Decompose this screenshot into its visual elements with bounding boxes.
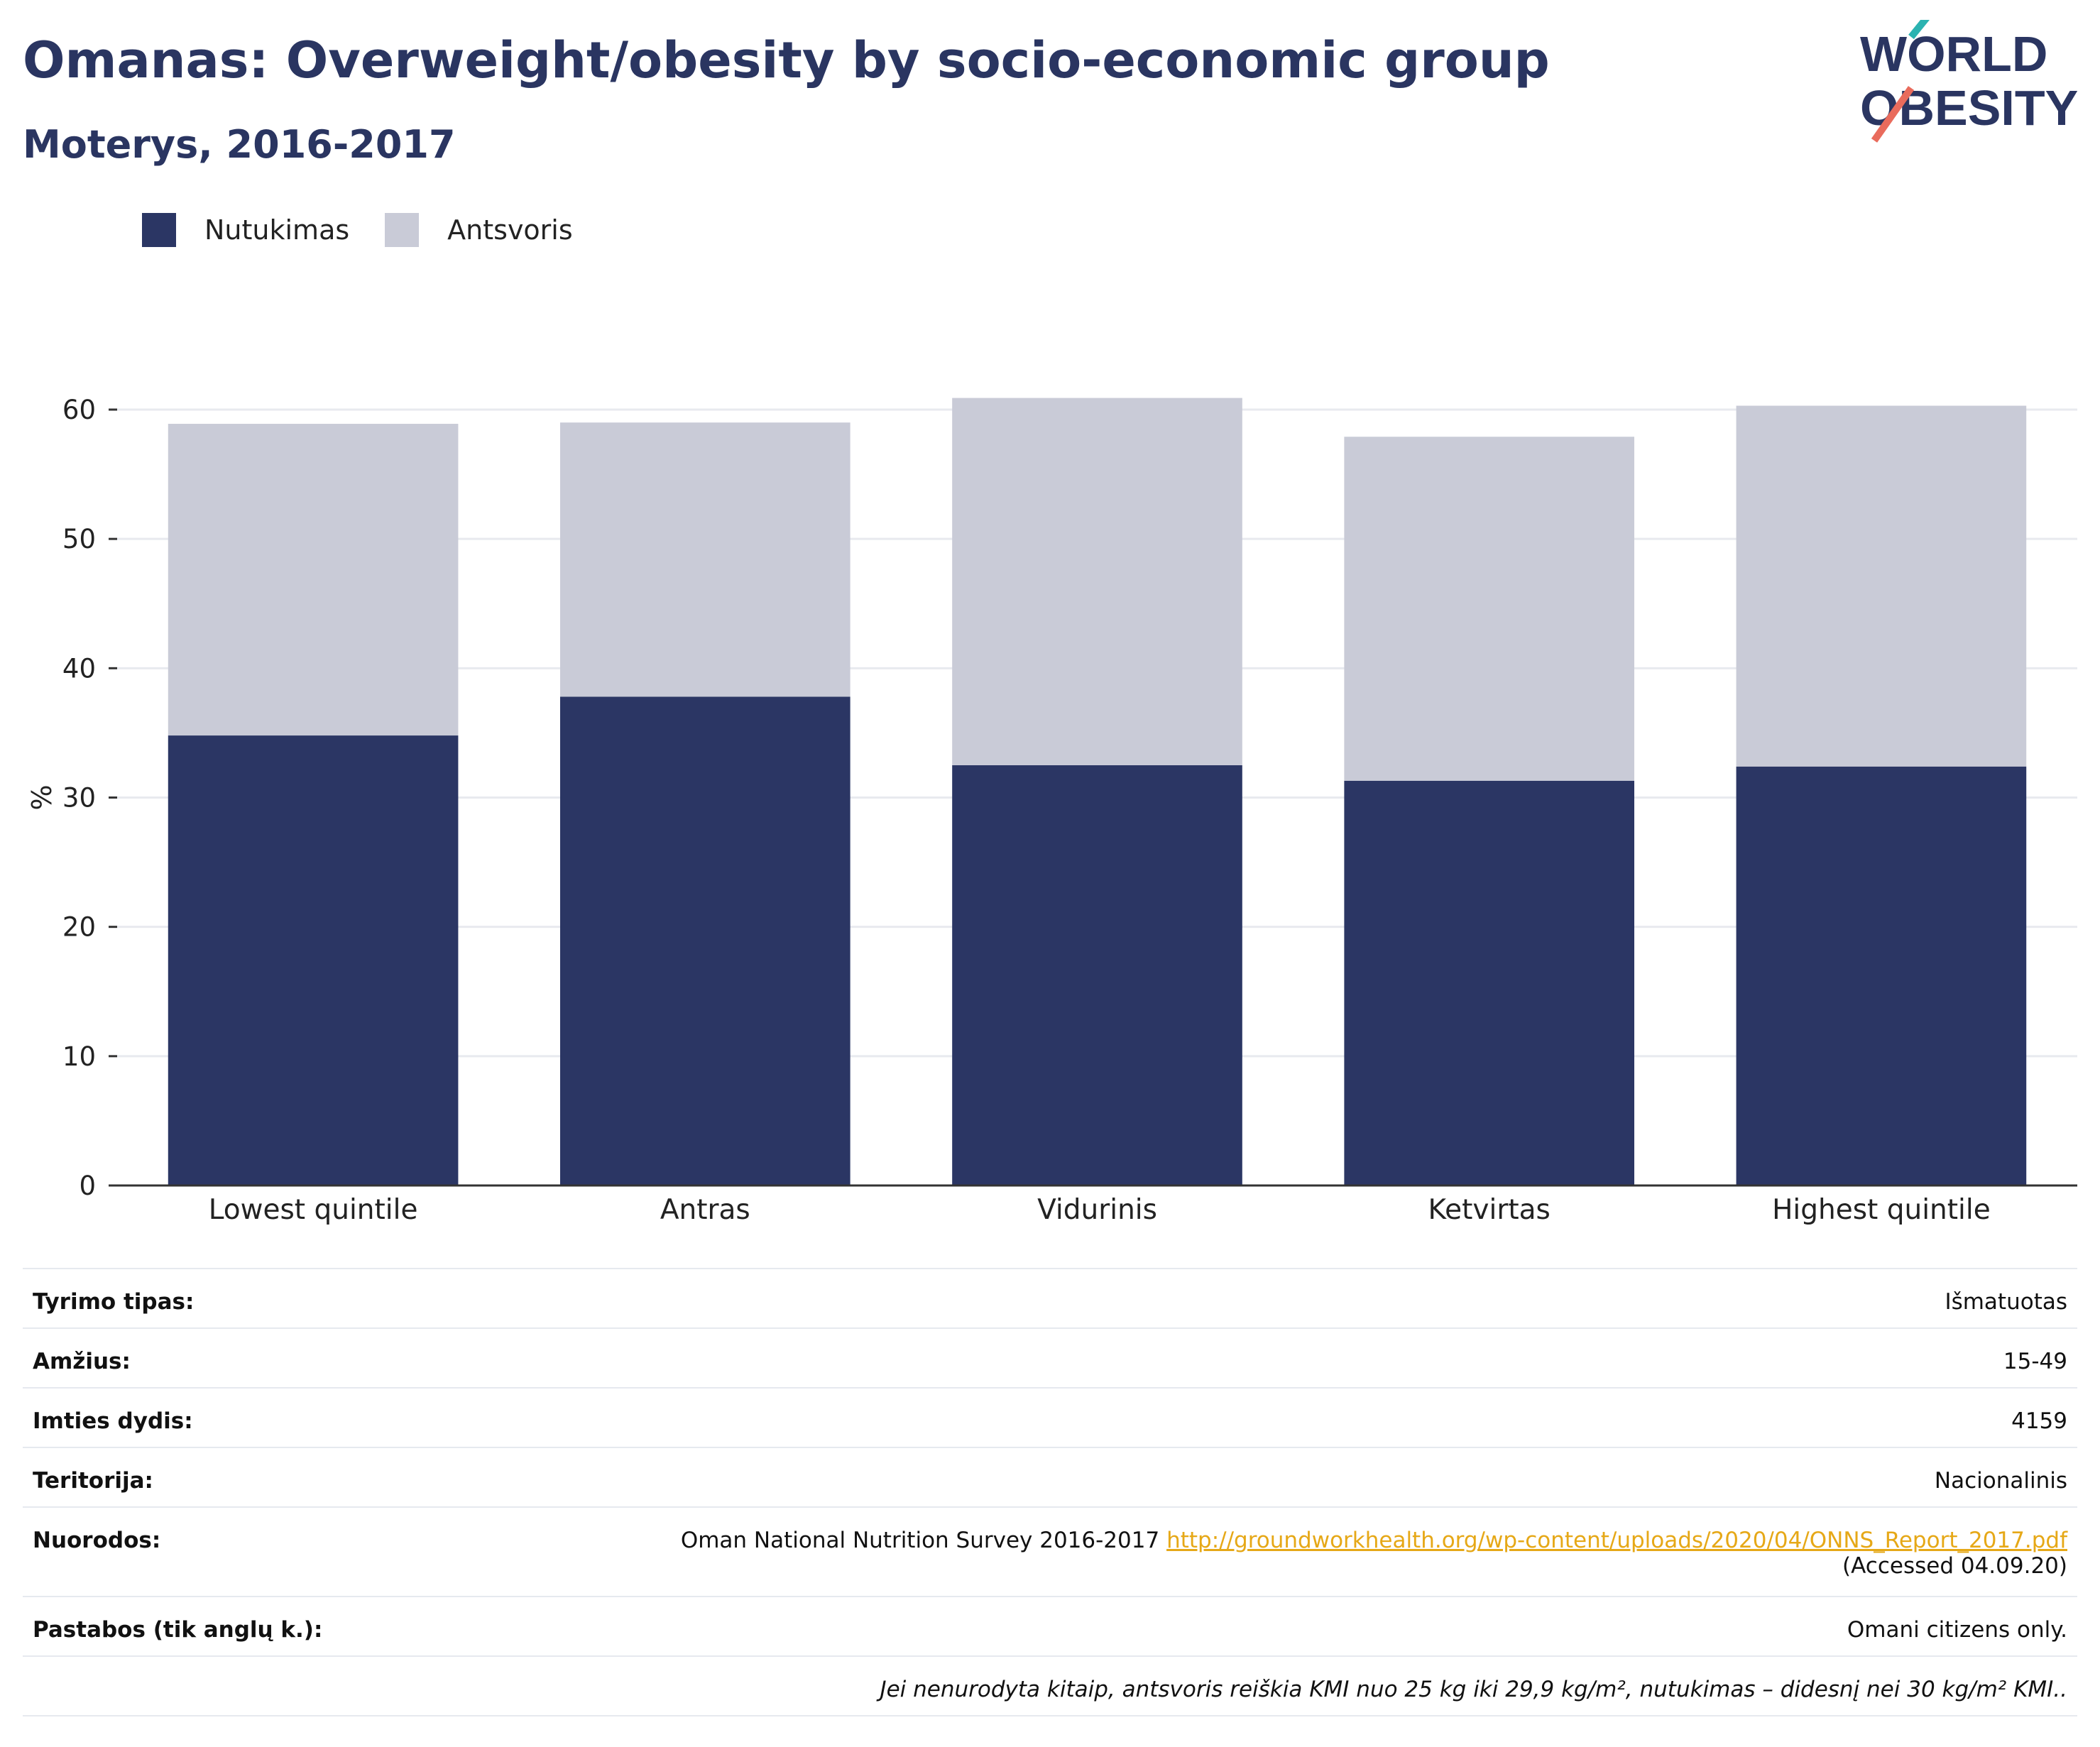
info-label: Amžius: <box>33 1349 131 1374</box>
y-tick-label: 30 <box>62 783 96 814</box>
x-tick-label: Highest quintile <box>1772 1194 1991 1226</box>
info-value: 4159 <box>2011 1408 2067 1434</box>
reference-link[interactable]: http://groundworkhealth.org/wp-content/u… <box>1166 1528 2067 1553</box>
legend-swatch-overweight <box>385 213 420 247</box>
y-axis-label: % <box>26 784 58 810</box>
info-row-sample-size: Imties dydis: 4159 <box>23 1387 2077 1447</box>
info-label: Tyrimo tipas: <box>33 1289 195 1315</box>
info-row-age: Amžius: 15-49 <box>23 1327 2077 1387</box>
x-tick-label: Ketvirtas <box>1428 1194 1551 1226</box>
y-tick-label: 40 <box>62 653 96 684</box>
info-table-bottom-rule <box>23 1715 2077 1716</box>
legend-label-overweight: Antsvoris <box>447 214 573 246</box>
y-tick-label: 50 <box>62 524 96 554</box>
logo-slash-teal <box>1908 20 1930 40</box>
bar-obesity <box>559 696 851 1185</box>
info-row-survey-type: Tyrimo tipas: Išmatuotas <box>23 1268 2077 1327</box>
info-value: Išmatuotas <box>1945 1289 2067 1315</box>
logo-line2: OBESITY <box>1860 80 2078 136</box>
info-table: Tyrimo tipas: Išmatuotas Amžius: 15-49 I… <box>23 1268 2077 1716</box>
y-tick-label: 0 <box>79 1171 96 1201</box>
x-tick-label: Lowest quintile <box>209 1194 418 1226</box>
info-value: Nacionalinis <box>1934 1468 2067 1494</box>
legend-item-overweight: Antsvoris <box>385 213 573 247</box>
info-value: Omani citizens only. <box>1847 1617 2067 1643</box>
info-label: Pastabos (tik anglų k.): <box>33 1617 323 1643</box>
chart-title: Omanas: Overweight/obesity by socio-econ… <box>23 31 1550 89</box>
stacked-bar-chart: 0 10 20 30 40 50 60% Lowest quintile Antras Vidur… <box>26 395 2077 1226</box>
info-row-footnote: Jei nenurodyta kitaip, antsvoris reiškia… <box>23 1655 2077 1715</box>
info-row-notes: Pastabos (tik anglų k.): Omani citizens … <box>23 1596 2077 1655</box>
y-tick-label: 60 <box>62 395 96 425</box>
info-row-references: Nuorodos: Oman National Nutrition Survey… <box>23 1506 2077 1596</box>
info-value: 15-49 <box>2003 1349 2067 1374</box>
info-label: Nuorodos: <box>33 1528 161 1553</box>
bar-overweight <box>952 398 1242 765</box>
bar-obesity <box>168 735 459 1185</box>
bar-overweight <box>1344 437 1635 781</box>
legend-item-obesity: Nutukimas <box>142 213 349 247</box>
bar-obesity <box>1344 780 1635 1185</box>
bar-obesity <box>1736 766 2027 1185</box>
info-row-territory: Teritorija: Nacionalinis <box>23 1447 2077 1506</box>
legend-swatch-obesity <box>142 213 176 247</box>
y-tick-label: 10 <box>62 1041 96 1072</box>
x-tick-label: Antras <box>660 1194 750 1226</box>
world-obesity-logo: WORLD OBESITY <box>1860 20 2078 143</box>
info-label: Teritorija: <box>33 1468 153 1494</box>
logo-slash-coral <box>1871 86 1915 143</box>
reference-text: Oman National Nutrition Survey 2016-2017 <box>680 1528 1160 1553</box>
reference-accessed: (Accessed 04.09.20) <box>1842 1553 2067 1579</box>
bar-overweight <box>1736 405 2027 767</box>
info-label: Imties dydis: <box>33 1408 193 1434</box>
bar-obesity <box>952 765 1242 1185</box>
chart-subtitle: Moterys, 2016-2017 <box>23 122 456 167</box>
x-tick-label: Vidurinis <box>1037 1194 1157 1226</box>
chart-legend: Nutukimas Antsvoris <box>142 210 608 250</box>
bar-overweight <box>168 424 459 736</box>
y-tick-label: 20 <box>62 912 96 943</box>
legend-label-obesity: Nutukimas <box>204 214 350 246</box>
logo-line1: WORLD <box>1860 26 2047 82</box>
references-value: Oman National Nutrition Survey 2016-2017… <box>681 1528 2067 1579</box>
footnote: Jei nenurodyta kitaip, antsvoris reiškia… <box>880 1677 2067 1702</box>
bar-overweight <box>559 422 851 697</box>
